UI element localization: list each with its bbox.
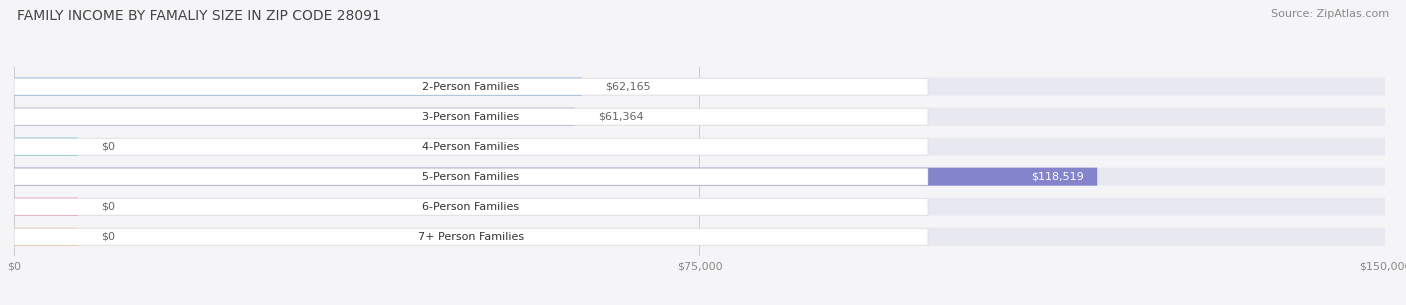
Text: $0: $0: [101, 142, 115, 152]
PathPatch shape: [14, 108, 1385, 126]
Text: $61,364: $61,364: [598, 112, 644, 122]
PathPatch shape: [14, 168, 1097, 186]
PathPatch shape: [14, 77, 1385, 95]
PathPatch shape: [14, 108, 928, 125]
Text: $118,519: $118,519: [1031, 172, 1084, 182]
PathPatch shape: [14, 168, 928, 185]
PathPatch shape: [14, 198, 928, 215]
PathPatch shape: [14, 198, 79, 216]
Text: $62,165: $62,165: [605, 82, 651, 92]
Text: 2-Person Families: 2-Person Families: [422, 82, 520, 92]
PathPatch shape: [14, 108, 575, 126]
Text: Source: ZipAtlas.com: Source: ZipAtlas.com: [1271, 9, 1389, 19]
PathPatch shape: [14, 138, 928, 155]
PathPatch shape: [14, 78, 928, 95]
Text: FAMILY INCOME BY FAMALIY SIZE IN ZIP CODE 28091: FAMILY INCOME BY FAMALIY SIZE IN ZIP COD…: [17, 9, 381, 23]
PathPatch shape: [14, 138, 79, 156]
PathPatch shape: [14, 198, 1385, 216]
Text: 7+ Person Families: 7+ Person Families: [418, 232, 524, 242]
PathPatch shape: [14, 228, 79, 246]
Text: 6-Person Families: 6-Person Families: [422, 202, 520, 212]
Text: $0: $0: [101, 202, 115, 212]
Text: $0: $0: [101, 232, 115, 242]
Text: 4-Person Families: 4-Person Families: [422, 142, 520, 152]
PathPatch shape: [14, 228, 928, 245]
PathPatch shape: [14, 138, 1385, 156]
Text: 5-Person Families: 5-Person Families: [422, 172, 520, 182]
PathPatch shape: [14, 168, 1385, 186]
Text: 3-Person Families: 3-Person Families: [422, 112, 520, 122]
PathPatch shape: [14, 228, 1385, 246]
PathPatch shape: [14, 77, 582, 95]
